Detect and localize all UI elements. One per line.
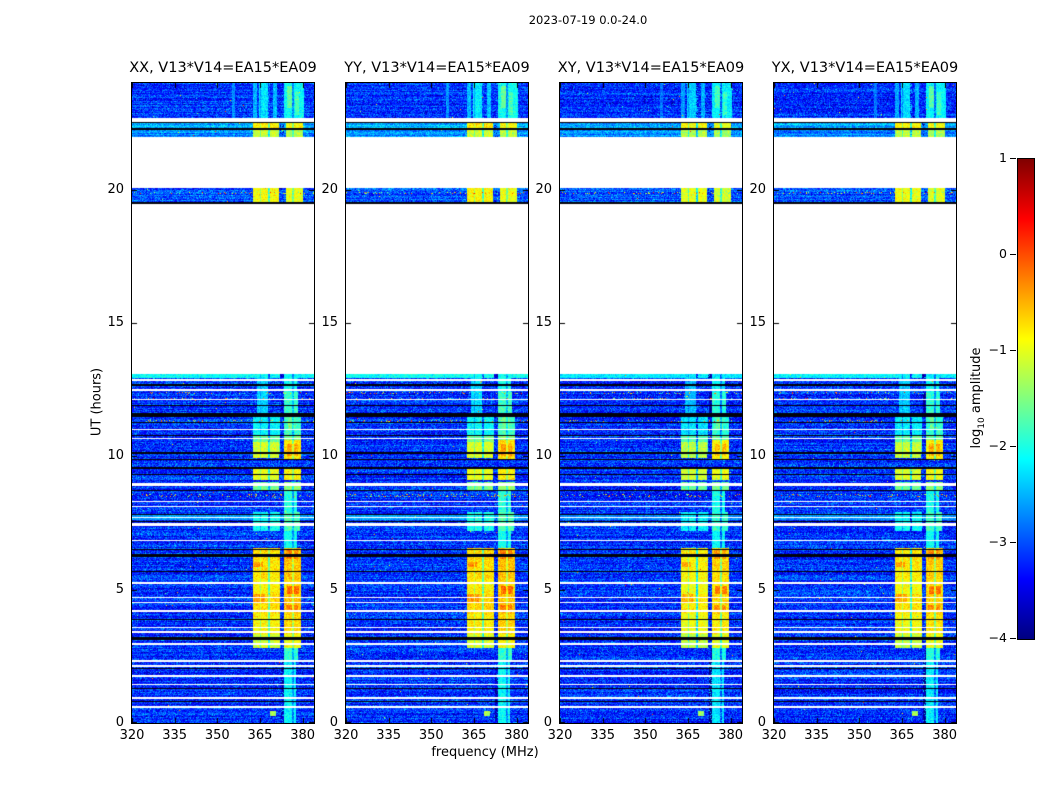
- x-tick-label: 365: [675, 728, 701, 743]
- colorbar-tick: [1010, 542, 1016, 543]
- panel-xy: XY, V13*V14=EA15*EA09 0 5 10 15 20 320 335 350 3…: [535, 60, 744, 743]
- y-tick-label: 5: [757, 581, 766, 597]
- x-tick-label: 350: [418, 728, 444, 743]
- y-tick-label: 20: [107, 181, 124, 197]
- colorbar-tick: [1010, 638, 1016, 639]
- x-tick-label: 320: [547, 728, 573, 743]
- x-tick-label: 335: [162, 728, 188, 743]
- x-tick-label: 380: [504, 728, 530, 743]
- panel-xx: XX, V13*V14=EA15*EA09 0 5 10 15 20 320 335 350 3…: [107, 60, 316, 743]
- colorbar-tick: [1010, 350, 1016, 351]
- y-tick-label: 20: [535, 181, 552, 197]
- y-tick-label: 0: [115, 715, 124, 730]
- x-tick-label: 365: [889, 728, 915, 743]
- spectrogram-canvas-yx: [774, 83, 956, 723]
- x-tick-label: 365: [247, 728, 273, 743]
- y-tick-label: 15: [535, 315, 552, 330]
- y-tick-label: 10: [321, 448, 338, 464]
- colorbar-tick: [1010, 158, 1016, 159]
- spectrogram-canvas-xy: [560, 83, 742, 723]
- colorbar-tick-label: 1: [999, 150, 1007, 165]
- x-tick-label: 350: [846, 728, 872, 743]
- x-tick-label: 380: [932, 728, 958, 743]
- colorbar-tick: [1010, 446, 1016, 447]
- y-tick-label: 15: [107, 315, 124, 330]
- y-tick-label: 10: [107, 448, 124, 464]
- y-tick-label: 15: [749, 315, 766, 330]
- x-tick-label: 335: [376, 728, 402, 743]
- x-tick-label: 320: [333, 728, 359, 743]
- x-tick-label: 320: [119, 728, 145, 743]
- panel-yx: YX, V13*V14=EA15*EA09 0 5 10 15 20 320 335 350 3…: [749, 60, 958, 743]
- y-tick-label: 10: [535, 448, 552, 464]
- y-tick-label: 5: [329, 581, 338, 597]
- plot-frame-yy: [345, 82, 529, 724]
- x-axis-label: frequency (MHz): [431, 745, 539, 760]
- colorbar: log10 amplitude 1 0 −1 −2 −3 −4: [969, 150, 1035, 645]
- colorbar-tick-label: −3: [988, 534, 1007, 549]
- x-tick-label: 335: [804, 728, 830, 743]
- y-tick-label: 15: [321, 315, 338, 330]
- y-tick-label: 0: [543, 715, 552, 730]
- panel-title-yy: YY, V13*V14=EA15*EA09: [344, 60, 530, 76]
- spectrogram-canvas-yy: [346, 83, 528, 723]
- y-tick-label: 5: [115, 581, 124, 597]
- colorbar-tick: [1010, 254, 1016, 255]
- panel-yy: YY, V13*V14=EA15*EA09 0 5 10 15 20 320 335 350 3…: [321, 60, 529, 743]
- colorbar-tick-label: −2: [988, 438, 1007, 453]
- panel-title-yx: YX, V13*V14=EA15*EA09: [771, 60, 959, 76]
- colorbar-tick-label: 0: [999, 246, 1007, 261]
- x-tick-label: 365: [461, 728, 487, 743]
- y-tick-label: 20: [749, 181, 766, 197]
- plot-frame-xy: [559, 82, 743, 724]
- y-axis-label: UT (hours): [89, 367, 105, 437]
- colorbar-tick-label: −4: [988, 630, 1007, 645]
- plot-frame-yx: [773, 82, 957, 724]
- x-tick-label: 335: [590, 728, 616, 743]
- y-tick-label: 0: [757, 715, 766, 730]
- panel-title-xy: XY, V13*V14=EA15*EA09: [557, 60, 745, 76]
- y-tick-label: 20: [321, 181, 338, 197]
- colorbar-label-sub: 10: [976, 417, 987, 429]
- x-tick-label: 350: [632, 728, 658, 743]
- y-tick-label: 10: [749, 448, 766, 464]
- x-tick-label: 380: [290, 728, 316, 743]
- figure-title: 2023-07-19 0.0-24.0: [528, 13, 648, 27]
- plot-frame-xx: [131, 82, 315, 724]
- x-tick-label: 320: [761, 728, 787, 743]
- y-tick-label: 5: [543, 581, 552, 597]
- x-tick-label: 350: [204, 728, 230, 743]
- colorbar-gradient: [1017, 158, 1035, 640]
- x-tick-label: 380: [718, 728, 744, 743]
- colorbar-tick-label: −1: [988, 342, 1007, 357]
- y-tick-label: 0: [329, 715, 338, 730]
- spectrogram-canvas-xx: [132, 83, 314, 723]
- panel-title-xx: XX, V13*V14=EA15*EA09: [129, 60, 317, 76]
- colorbar-label: log10 amplitude: [969, 347, 987, 448]
